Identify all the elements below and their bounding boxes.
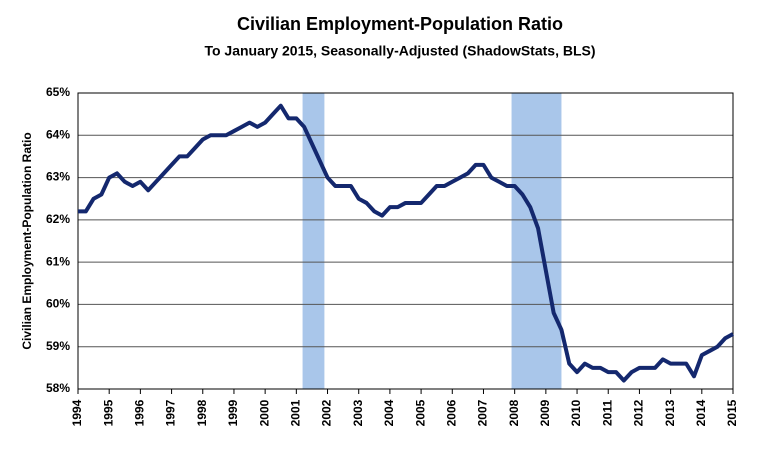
x-tick-label: 2006	[444, 399, 458, 426]
x-tick-label: 2002	[320, 399, 334, 426]
y-tick-label: 63%	[46, 170, 70, 184]
y-tick-label: 59%	[46, 339, 70, 353]
x-tick-label: 2000	[257, 399, 271, 426]
x-tick-label: 1994	[70, 399, 84, 426]
x-tick-label: 2001	[289, 399, 303, 426]
x-tick-label: 1995	[101, 399, 115, 426]
x-tick-label: 2015	[725, 399, 739, 426]
y-tick-label: 62%	[46, 212, 70, 226]
y-tick-label: 65%	[46, 85, 70, 99]
x-tick-label: 2012	[632, 399, 646, 426]
x-tick-label: 2010	[569, 399, 583, 426]
x-tick-label: 1997	[164, 399, 178, 426]
recession-band	[511, 93, 562, 389]
y-tick-label: 61%	[46, 254, 70, 268]
x-tick-label: 2011	[600, 400, 614, 426]
data-line	[78, 103, 734, 383]
x-tick-label: 2003	[351, 399, 365, 426]
y-tick-label: 60%	[46, 297, 70, 311]
x-tick-label: 1999	[226, 399, 240, 426]
x-tick-label: 2009	[538, 399, 552, 426]
x-tick-label: 2004	[382, 399, 396, 426]
x-tick-label: 2005	[413, 399, 427, 426]
x-tick-label: 1998	[195, 399, 209, 426]
x-tick-label: 2008	[507, 399, 521, 426]
recession-band	[302, 93, 325, 389]
y-tick-label: 58%	[46, 381, 70, 395]
x-tick-label: 2014	[694, 399, 708, 426]
y-tick-label: 64%	[46, 127, 70, 141]
chart-subtitle: To January 2015, Seasonally-Adjusted (Sh…	[204, 43, 595, 59]
y-axis-label: Civilian Employment-Population Ratio	[20, 132, 34, 349]
x-tick-label: 2007	[476, 399, 490, 426]
x-tick-label: 1996	[133, 399, 147, 426]
x-tick-label: 2013	[663, 399, 677, 426]
plot-border	[77, 92, 734, 390]
chart-title: Civilian Employment-Population Ratio	[237, 14, 563, 34]
